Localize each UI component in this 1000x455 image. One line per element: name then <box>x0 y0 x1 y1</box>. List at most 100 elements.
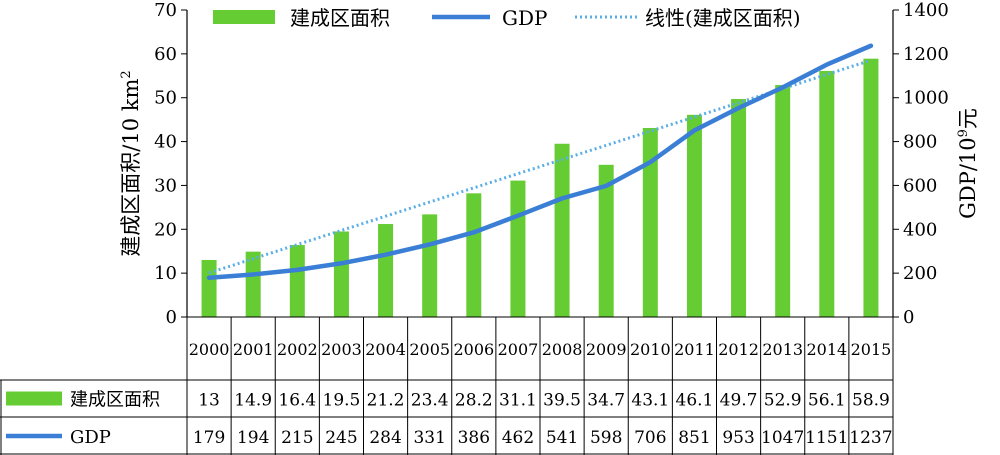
y-left-tick-label: 60 <box>154 44 177 65</box>
bar-2013 <box>775 84 791 317</box>
y-right-tick-label: 1200 <box>903 44 949 65</box>
table-cell-area: 34.7 <box>587 391 625 411</box>
table-cell-area: 31.1 <box>499 391 537 411</box>
y-right-axis-title-superscript: 9 <box>956 129 971 137</box>
bar-2011 <box>686 114 702 317</box>
bar-2012 <box>731 99 747 317</box>
table-cell-gdp: 953 <box>722 428 754 448</box>
table-cell-gdp: 215 <box>281 428 313 448</box>
y-left-tick-label: 10 <box>154 263 177 284</box>
x-tick-label: 2001 <box>233 340 274 359</box>
table-cell-area: 56.1 <box>808 391 846 411</box>
gdp-points-group <box>208 45 872 278</box>
bar-2002 <box>289 245 305 317</box>
table-row-label-bar: 建成区面积 <box>70 390 160 411</box>
y-left-tick-label: 70 <box>154 0 177 21</box>
legend-label-bar: 建成区面积 <box>290 6 390 30</box>
x-tick-label: 2005 <box>409 340 450 359</box>
y-right-tick-label: 600 <box>903 175 937 196</box>
bar-2005 <box>422 214 438 317</box>
bar-2006 <box>466 193 482 317</box>
bars-group <box>201 58 879 318</box>
x-tick-label: 2011 <box>674 340 715 359</box>
table-cell-area: 58.9 <box>852 391 890 411</box>
data-table: 2000 2001 2002 2003 2004 2005 2006 2007 2008 2009… <box>0 316 894 455</box>
y-left-tick-label: 50 <box>154 88 177 109</box>
x-tick-label: 2009 <box>586 340 627 359</box>
table-row-label-gdp: GDP <box>70 427 111 448</box>
table-cell-area: 21.2 <box>367 391 405 411</box>
table-cell-gdp: 1237 <box>849 428 892 448</box>
table-cell-gdp: 194 <box>237 428 269 448</box>
table-cell-area: 19.5 <box>323 391 361 411</box>
table-cell-gdp: 462 <box>502 428 534 448</box>
table-cell-area: 16.4 <box>278 391 316 411</box>
y-right-axis-title-unit: 元 <box>956 108 980 129</box>
bar-2010 <box>642 127 658 318</box>
y-right-tick-label: 800 <box>903 132 937 153</box>
x-tick-label: 2012 <box>718 340 759 359</box>
x-tick-label: 2004 <box>365 340 406 359</box>
y-left-axis-title-superscript: 2 <box>119 70 134 78</box>
x-tick-label: 2006 <box>453 340 494 359</box>
y-left-tick-label: 0 <box>166 307 177 328</box>
x-tick-label: 2015 <box>851 340 892 359</box>
bar-2003 <box>333 231 349 317</box>
table-cell-gdp: 1047 <box>761 428 804 448</box>
trendline <box>208 58 872 275</box>
legend: 建成区面积 GDP 线性(建成区面积) <box>213 6 801 30</box>
y-right-axis-title: GDP/109元 <box>956 108 980 219</box>
x-tick-label: 2013 <box>762 340 803 359</box>
x-tick-label: 2002 <box>277 340 318 359</box>
y-left-tick-label: 40 <box>154 132 177 153</box>
x-tick-label: 2003 <box>321 340 362 359</box>
bar-2007 <box>510 180 526 317</box>
y-left-axis-title: 建成区面积/10 km2 <box>119 70 143 256</box>
table-cell-gdp: 541 <box>546 428 578 448</box>
y-right-tick-label: 1400 <box>903 0 949 21</box>
table-cell-area: 13 <box>198 391 220 411</box>
table-cell-area: 49.7 <box>720 391 758 411</box>
x-tick-label: 2010 <box>630 340 671 359</box>
table-cell-area: 28.2 <box>455 391 493 411</box>
bar-2009 <box>598 164 614 317</box>
table-cell-gdp: 598 <box>590 428 622 448</box>
legend-swatch-bar <box>213 10 275 24</box>
x-tick-label: 2008 <box>542 340 583 359</box>
bar-2004 <box>378 224 394 317</box>
bar-2008 <box>554 143 570 317</box>
table-swatch-bar <box>6 391 62 406</box>
bar-2001 <box>245 251 261 317</box>
table-cell-gdp: 179 <box>193 428 225 448</box>
legend-label-trend: 线性(建成区面积) <box>645 6 801 30</box>
bar-2000 <box>201 259 217 317</box>
bar-2015 <box>863 58 879 317</box>
table-cell-area: 52.9 <box>764 391 802 411</box>
table-cell-gdp: 386 <box>458 428 490 448</box>
table-cell-gdp: 245 <box>325 428 357 448</box>
bar-2014 <box>819 70 835 317</box>
legend-label-gdp: GDP <box>502 6 547 30</box>
y-right-tick-label: 1000 <box>903 88 949 109</box>
y-right-tick-label: 0 <box>903 307 914 328</box>
table-cell-gdp: 851 <box>678 428 710 448</box>
y-left-ticks: 0 10 20 30 40 50 60 70 <box>154 0 187 328</box>
y-right-tick-label: 200 <box>903 263 937 284</box>
x-tick-label: 2014 <box>806 340 847 359</box>
table-cell-area: 43.1 <box>631 391 669 411</box>
table-cell-area: 39.5 <box>543 391 581 411</box>
table-cell-area: 46.1 <box>676 391 714 411</box>
table-cell-area: 23.4 <box>411 391 449 411</box>
y-right-tick-label: 400 <box>903 219 937 240</box>
gdp-line <box>206 43 874 280</box>
table-cell-gdp: 284 <box>369 428 401 448</box>
x-tick-label: 2007 <box>498 340 539 359</box>
table-cell-area: 14.9 <box>234 391 272 411</box>
y-left-tick-label: 30 <box>154 175 177 196</box>
y-right-ticks: 0 200 400 600 800 1000 1200 1400 <box>893 0 949 328</box>
table-cell-gdp: 1151 <box>805 428 848 448</box>
table-cell-gdp: 706 <box>634 428 666 448</box>
x-tick-label: 2000 <box>189 340 230 359</box>
y-left-tick-label: 20 <box>154 219 177 240</box>
